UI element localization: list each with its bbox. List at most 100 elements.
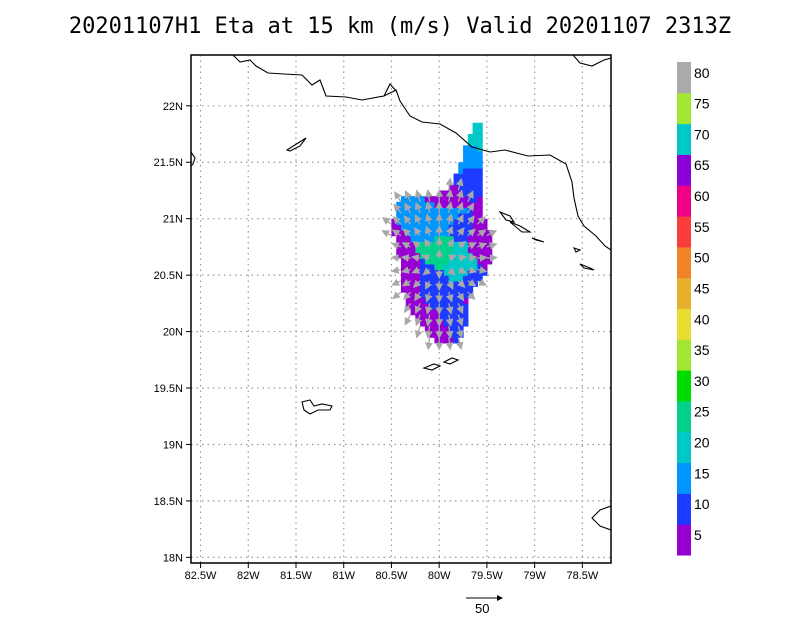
wind-cell: [453, 173, 459, 180]
wind-cell: [453, 190, 459, 197]
wind-vector: [424, 303, 433, 315]
wind-cell: [434, 258, 440, 265]
wind-cell: [410, 292, 416, 299]
wind-cell: [401, 286, 407, 293]
colorbar-label: 40: [694, 311, 710, 327]
wind-cell: [429, 224, 436, 231]
wind-cell: [401, 246, 407, 254]
coastline-west-edge: [191, 151, 196, 167]
wind-cell: [453, 207, 459, 214]
wind-cell: [443, 337, 450, 344]
island-cayo-1: [498, 210, 516, 223]
wind-cell: [453, 263, 459, 271]
wind-vector: [401, 278, 411, 287]
wind-cell: [453, 292, 459, 299]
wind-cell: [434, 325, 440, 333]
wind-cell: [439, 235, 445, 242]
wind-vector: [458, 266, 467, 274]
wind-cell: [458, 286, 464, 293]
colorbar-segment: [677, 524, 691, 556]
wind-vector: [456, 303, 464, 314]
wind-vector: [448, 254, 457, 262]
colorbar-segment: [677, 154, 691, 186]
y-tick-label: 21.5N: [154, 157, 183, 169]
wind-cell: [467, 184, 474, 192]
wind-cell: [477, 235, 483, 242]
wind-cell: [467, 275, 474, 282]
wind-vector: [456, 189, 464, 202]
wind-vector: [457, 279, 466, 288]
colorbar-segment: [677, 493, 691, 525]
wind-cell: [453, 201, 459, 208]
wind-cell: [410, 286, 416, 293]
wind-cell: [420, 280, 426, 288]
wind-vector: [425, 325, 433, 339]
wind-cell: [467, 224, 474, 231]
wind-cell: [482, 246, 488, 254]
wind-cell: [434, 229, 440, 237]
wind-vector: [393, 203, 402, 214]
wind-cell: [434, 196, 440, 203]
colorbar-label: 55: [694, 219, 710, 235]
wind-vector: [412, 279, 422, 288]
wind-vector: [381, 216, 392, 225]
wind-cell: [477, 275, 483, 282]
wind-cell: [463, 207, 469, 214]
wind-cell: [401, 263, 407, 271]
wind-cell: [467, 258, 474, 265]
coastline-southeast: [591, 505, 611, 531]
wind-cell: [463, 224, 469, 231]
wind-vector: [467, 228, 476, 237]
island-cayo-2: [509, 221, 532, 233]
y-tick-label: 20.5N: [154, 270, 183, 282]
wind-cell: [429, 246, 436, 254]
wind-cell: [424, 196, 431, 203]
wind-cell: [458, 235, 464, 242]
wind-vector: [424, 225, 433, 236]
wind-cell: [467, 173, 474, 180]
wind-cell: [420, 258, 426, 265]
colorbar-segment: [677, 277, 691, 309]
wind-cell: [429, 263, 436, 271]
wind-cell: [396, 235, 402, 242]
wind-cell: [439, 314, 445, 321]
wind-vector: [412, 240, 421, 249]
wind-cell: [439, 269, 445, 276]
wind-cell: [472, 224, 478, 231]
wind-vector: [401, 266, 411, 274]
wind-cell: [453, 331, 459, 338]
wind-cell: [405, 224, 412, 231]
wind-cell: [420, 224, 426, 231]
wind-cell: [463, 263, 469, 271]
wind-cell: [477, 258, 483, 265]
coastline-cuba-east: [572, 55, 611, 67]
wind-cell: [405, 275, 412, 282]
x-tick-label: 78.5W: [566, 570, 598, 582]
wind-cell: [472, 258, 478, 265]
wind-vector: [414, 214, 422, 225]
wind-cell: [410, 303, 416, 310]
wind-cell: [410, 275, 416, 282]
wind-cell: [443, 331, 450, 338]
wind-cell: [439, 325, 445, 333]
x-tick-label: 80W: [428, 570, 451, 582]
wind-cell: [453, 213, 459, 220]
wind-cell: [472, 218, 478, 225]
wind-cell: [448, 218, 455, 225]
wind-vector: [411, 266, 421, 274]
wind-cell: [472, 134, 478, 141]
colorbar-label: 60: [694, 188, 710, 204]
wind-cell: [429, 331, 436, 338]
wind-cell: [453, 280, 459, 288]
wind-cell: [401, 224, 407, 231]
wind-cell: [420, 286, 426, 293]
wind-cell: [472, 173, 478, 180]
wind-cell: [439, 286, 445, 293]
wind-cell: [443, 258, 450, 265]
island-cayman: [301, 399, 333, 415]
wind-cell: [429, 297, 436, 304]
wind-cell: [472, 196, 478, 203]
wind-cell: [420, 309, 426, 316]
wind-vector: [404, 202, 412, 214]
wind-cell: [472, 184, 478, 192]
